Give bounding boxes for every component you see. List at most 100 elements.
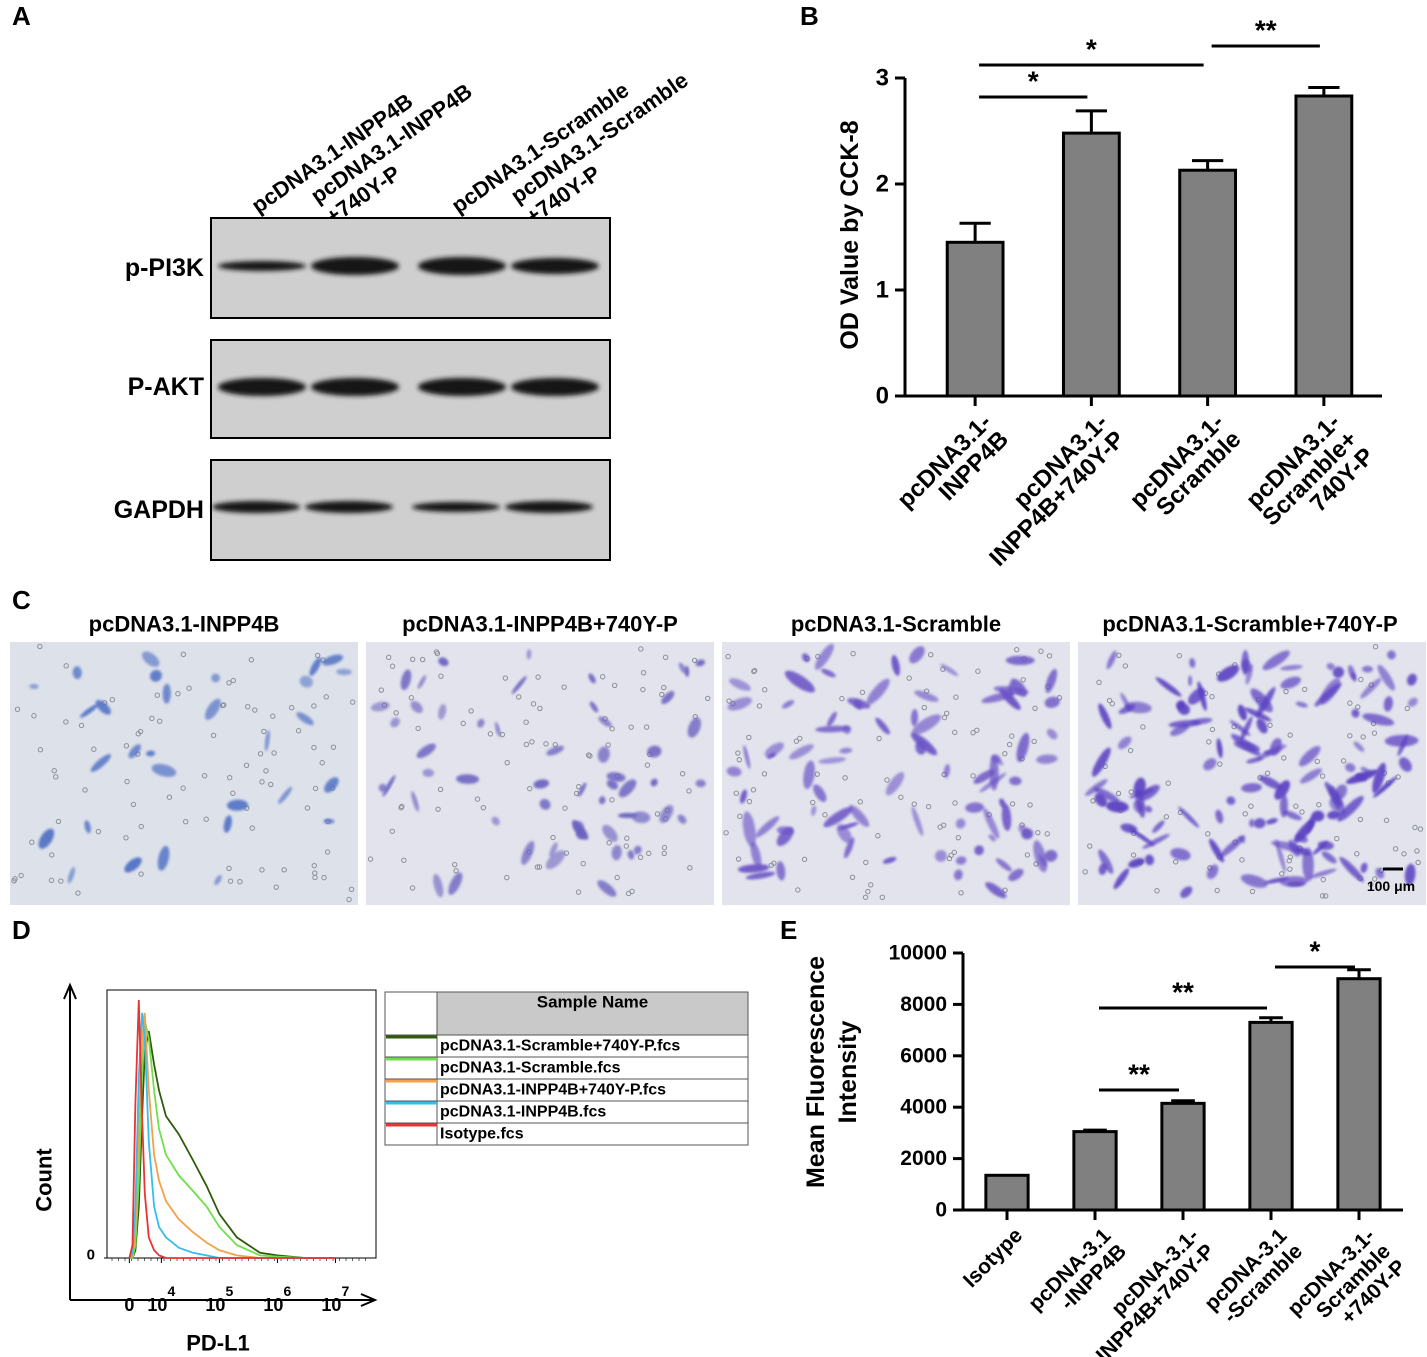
pore xyxy=(643,724,650,730)
pore xyxy=(263,768,269,774)
x-tick-label: pcDNA3.1-INPP4B xyxy=(892,408,1014,530)
cell xyxy=(1309,868,1337,879)
y-axis-label: Count xyxy=(32,1148,57,1212)
significance-label: ** xyxy=(1128,1059,1150,1090)
x-axis-label: PD-L1 xyxy=(186,1331,250,1356)
pore xyxy=(346,896,352,903)
cell xyxy=(965,802,984,813)
pore xyxy=(312,785,319,792)
pore xyxy=(311,862,317,869)
pore xyxy=(661,844,668,851)
pore xyxy=(951,849,957,856)
pore xyxy=(1355,704,1361,710)
cell xyxy=(677,814,687,824)
pore xyxy=(1314,758,1320,765)
bar xyxy=(984,1173,1030,1212)
pore xyxy=(537,705,543,712)
cell xyxy=(755,816,780,838)
blot-band xyxy=(418,378,506,396)
legend-entry: pcDNA3.1-INPP4B.fcs xyxy=(440,1104,606,1121)
cell xyxy=(1274,780,1291,800)
pore xyxy=(1392,846,1399,852)
pore xyxy=(625,890,632,897)
pore xyxy=(321,874,327,881)
pore xyxy=(249,825,255,831)
pore xyxy=(623,843,630,849)
pore xyxy=(230,677,237,684)
blot-band xyxy=(212,501,300,513)
cell xyxy=(1279,794,1288,818)
cell xyxy=(526,649,532,660)
cell xyxy=(296,712,314,726)
blot-band xyxy=(311,257,399,275)
pore xyxy=(210,732,217,739)
pore xyxy=(408,695,415,701)
pore xyxy=(252,707,258,713)
cell xyxy=(494,722,501,737)
cell xyxy=(1327,810,1342,820)
pore xyxy=(201,773,208,779)
pore xyxy=(63,719,69,725)
cell xyxy=(1372,776,1397,798)
cell xyxy=(1216,738,1223,759)
cell xyxy=(891,655,901,676)
cell xyxy=(1262,650,1290,671)
pore xyxy=(661,850,667,857)
pore xyxy=(271,750,277,756)
pore xyxy=(943,710,950,717)
pore xyxy=(1417,826,1424,832)
cell xyxy=(1209,838,1225,863)
cell xyxy=(866,678,890,705)
pore xyxy=(529,739,535,745)
pore xyxy=(401,857,407,863)
micrograph xyxy=(10,642,358,905)
bar xyxy=(945,240,1005,398)
cell xyxy=(1045,668,1057,693)
legend-entry: pcDNA3.1-INPP4B+740Y-P.fcs xyxy=(440,1082,666,1099)
cell xyxy=(1339,856,1365,883)
x-tick-label: pcDNA-3.1-Scramble+740Y-P xyxy=(1283,1224,1410,1351)
pore xyxy=(733,790,739,796)
pore xyxy=(245,704,251,710)
cell xyxy=(90,754,111,772)
pore xyxy=(1316,801,1322,808)
cell xyxy=(146,750,156,757)
cell xyxy=(940,663,959,676)
pore xyxy=(875,833,881,839)
pore xyxy=(562,805,568,811)
pore xyxy=(1371,730,1378,736)
pore xyxy=(523,719,529,725)
pore xyxy=(661,684,667,691)
cell xyxy=(141,651,160,667)
pore xyxy=(243,762,250,769)
cell xyxy=(1355,773,1368,782)
blot-band xyxy=(311,378,399,396)
pore xyxy=(1087,843,1093,849)
cell xyxy=(814,643,834,670)
pore xyxy=(37,643,43,650)
cell xyxy=(1353,741,1365,752)
pore xyxy=(1281,755,1287,761)
pore xyxy=(585,752,592,758)
pore xyxy=(1027,802,1033,808)
pore xyxy=(1301,686,1308,693)
cell xyxy=(1152,820,1165,833)
cell xyxy=(1005,655,1035,666)
cell xyxy=(631,811,651,824)
cell xyxy=(1256,718,1268,734)
pore xyxy=(1154,888,1160,894)
cell xyxy=(1219,835,1246,858)
pore xyxy=(1267,722,1273,728)
pore xyxy=(750,787,757,793)
significance-label: * xyxy=(1310,936,1321,967)
y-tick-label: 2000 xyxy=(900,1147,947,1170)
pore xyxy=(614,874,620,881)
pore xyxy=(58,878,64,884)
pore xyxy=(1264,770,1271,776)
pore xyxy=(1096,679,1102,686)
pore xyxy=(1014,646,1020,653)
pore xyxy=(975,668,981,674)
cell xyxy=(597,880,617,897)
cell xyxy=(1377,664,1395,691)
